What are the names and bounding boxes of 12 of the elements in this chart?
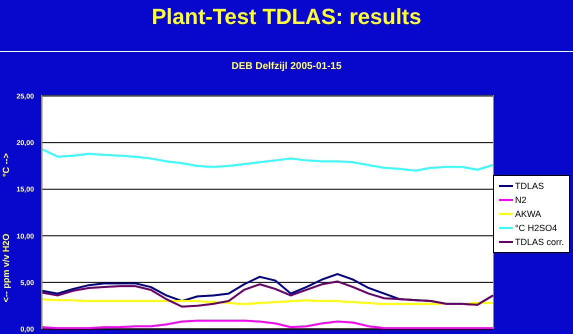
legend-label: °C H2SO4 (514, 222, 558, 235)
text: °C --> (1, 153, 11, 177)
legend-label: TDLAS (514, 180, 544, 193)
legend-label: TDLAS corr. (514, 236, 564, 249)
y-axis-title: <-- ppm v/v H2O (1, 234, 11, 302)
line-series (41, 320, 494, 329)
legend-label: AKWA (514, 208, 542, 221)
line-series (41, 280, 494, 308)
chart-title: Plant-Test TDLAS: results (150, 4, 422, 30)
legend-label: N2 (514, 194, 526, 207)
chart-subtitle: DEB Delfzijl 2005-01-15 (230, 61, 343, 72)
line-series (41, 148, 494, 172)
